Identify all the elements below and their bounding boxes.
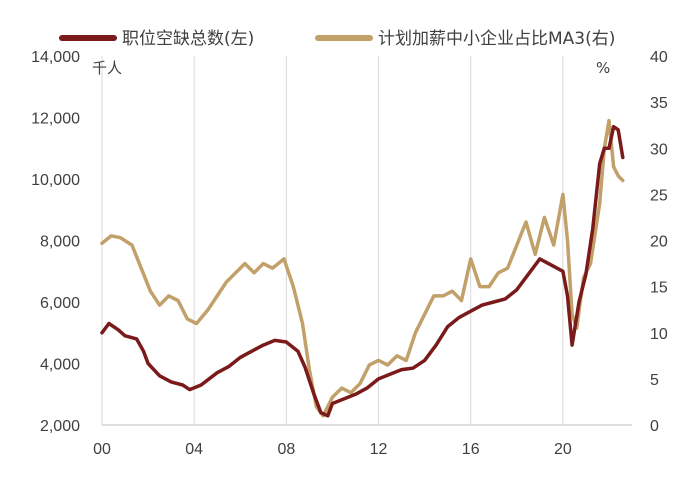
- x-tick-label: 00: [93, 441, 111, 458]
- left-tick-label: 2,000: [40, 418, 80, 435]
- series-line-left: [100, 124, 625, 418]
- left-axis-ticks: 2,000 4,000 6,000 8,000 10,000 12,000 14,000: [31, 49, 80, 435]
- left-tick-label: 8,000: [40, 234, 80, 251]
- right-tick-label: 35: [650, 95, 668, 112]
- left-tick-label: 10,000: [31, 172, 80, 189]
- left-tick-label: 12,000: [31, 111, 80, 128]
- x-tick-label: 04: [185, 441, 203, 458]
- series-line-right: [100, 118, 625, 418]
- left-tick-label: 6,000: [40, 295, 80, 312]
- right-tick-label: 5: [650, 372, 659, 389]
- legend-label: 计划加薪中小企业占比MA3(右): [378, 29, 615, 49]
- right-tick-label: 10: [650, 326, 668, 343]
- x-tick-label: 12: [370, 441, 388, 458]
- x-tick-label: 16: [462, 441, 480, 458]
- right-tick-label: 0: [650, 418, 659, 435]
- right-tick-label: 25: [650, 187, 668, 204]
- right-tick-label: 20: [650, 234, 668, 251]
- right-tick-label: 40: [650, 49, 668, 66]
- x-tick-label: 20: [554, 441, 572, 458]
- x-axis-ticks: 00 04 08 12 16 20: [93, 441, 572, 458]
- right-tick-label: 30: [650, 141, 668, 158]
- left-axis-unit: 千人: [92, 59, 122, 77]
- right-tick-label: 15: [650, 280, 668, 297]
- series-lines: [100, 118, 625, 418]
- vertical-gridlines: [101, 56, 564, 425]
- legend-label: 职位空缺总数(左): [122, 29, 254, 49]
- left-tick-label: 14,000: [31, 49, 80, 66]
- legend: 职位空缺总数(左) 计划加薪中小企业占比MA3(右): [59, 29, 615, 49]
- x-tick-label: 08: [277, 441, 295, 458]
- right-axis-ticks: 0 5 10 15 20 25 30 35 40: [650, 49, 668, 435]
- right-axis-unit: %: [596, 59, 610, 77]
- left-tick-label: 4,000: [40, 357, 80, 374]
